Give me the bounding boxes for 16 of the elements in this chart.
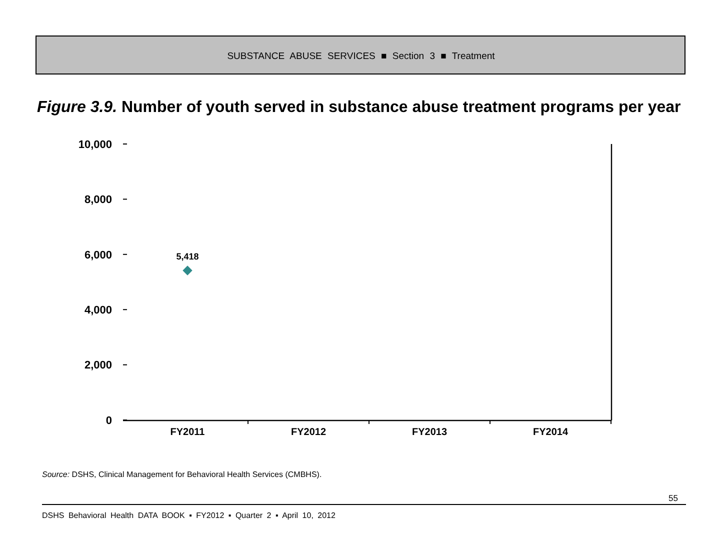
y-tick-label: 0: [106, 414, 112, 427]
data-label: 5,418: [176, 251, 199, 262]
y-tick-label: 8,000: [84, 194, 112, 206]
chart-title: Figure 3.9. Number of youth served in substance abuse treatment programs per year: [37, 99, 681, 116]
source-note: Source: DSHS, Clinical Management for Behavioral Health Services (CMBHS).: [42, 470, 322, 479]
x-tick-label: FY2014: [532, 427, 568, 438]
y-tick-label: 10,000: [78, 138, 112, 151]
x-tick-label: FY2013: [412, 427, 448, 438]
text: DSHS Behavioral Health DATA BOOK ▪ FY2012 ▪ Quarter 2 ▪ April 10, 2012: [42, 511, 336, 520]
x-tick-label: FY2012: [290, 427, 326, 438]
y-tick-label: 2,000: [84, 360, 112, 372]
y-tick-label: 6,000: [84, 249, 112, 262]
text: SUBSTANCE ABUSE SERVICES ■ Section 3 ■ Treatment: [227, 51, 496, 62]
x-tick-label: FY2011: [170, 427, 206, 438]
text: 55: [668, 493, 678, 503]
y-tick-label: 4,000: [84, 304, 112, 316]
